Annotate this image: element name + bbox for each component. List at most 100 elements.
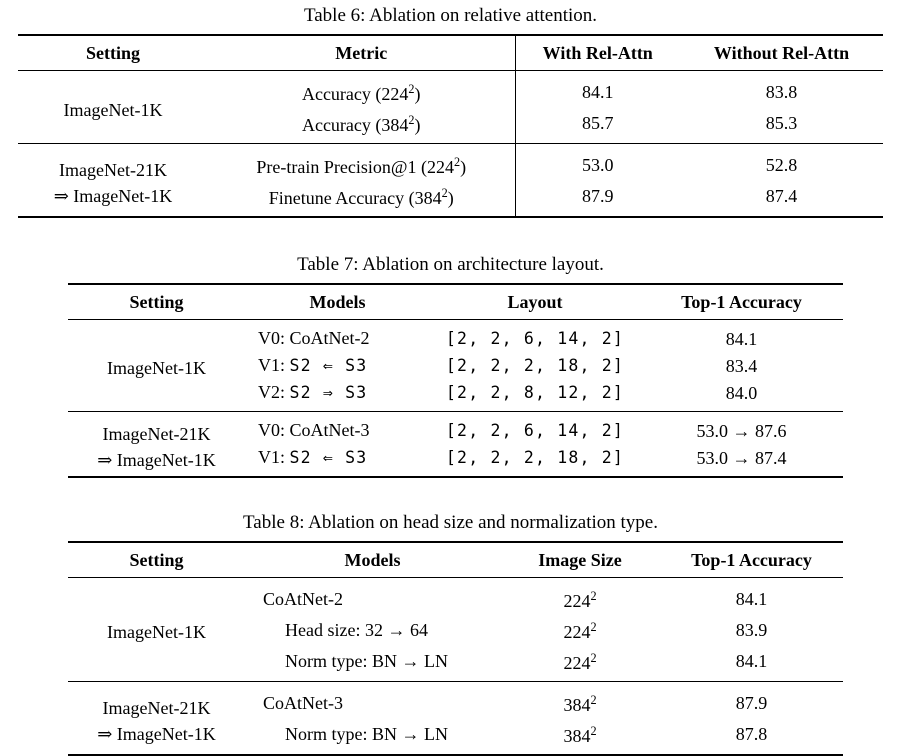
value-cell: 85.3 xyxy=(765,112,798,133)
setting-cell: ImageNet-21K ⇒ ImageNet-1K xyxy=(18,143,208,217)
t8-col-header-image-size: Image Size xyxy=(500,542,660,578)
t6-col-header-without-rel-attn: Without Rel-Attn xyxy=(680,35,883,71)
model-label-mono: S2 ⇐ S3 xyxy=(289,448,368,467)
model-label: V0: CoAtNet-3 xyxy=(258,420,370,440)
model-label: V1: xyxy=(258,447,290,467)
layout-cell: [2, 2, 8, 12, 2] xyxy=(445,382,625,402)
t7-col-header-setting: Setting xyxy=(68,284,245,320)
metric-text: Pre-train Precision@1 (224 xyxy=(256,157,454,177)
t8-group-imagenet-1k: ImageNet-1K CoAtNet-2 2242 84.1 Head siz… xyxy=(68,578,843,682)
model-label-mono: S2 ⇒ S3 xyxy=(289,383,368,402)
t6-col-header-setting: Setting xyxy=(18,35,208,71)
accuracy-cell: 53.0 → 87.4 xyxy=(696,447,787,468)
table-row: ImageNet-1K V0: CoAtNet-2 [2, 2, 6, 14, … xyxy=(68,320,843,378)
accuracy-cell: 84.0 xyxy=(725,382,758,403)
metric-text: ) xyxy=(460,157,467,177)
table-7: Setting Models Layout Top-1 Accuracy Ima… xyxy=(68,283,843,478)
setting-label: ImageNet-21K xyxy=(102,697,211,718)
t6-col-header-with-rel-attn: With Rel-Attn xyxy=(514,35,680,71)
superscript: 2 xyxy=(441,186,448,200)
metric-text: ) xyxy=(414,84,421,104)
t7-group-imagenet-21k: ImageNet-21K ⇒ ImageNet-1K V0: CoAtNet-3… xyxy=(68,411,843,477)
t6-col-header-metric: Metric xyxy=(208,35,515,71)
table-row: ImageNet-21K ⇒ ImageNet-1K Pre-train Pre… xyxy=(18,143,883,217)
table-6-block: Table 6: Ablation on relative attention.… xyxy=(0,5,901,218)
size-text: 224 xyxy=(563,653,591,673)
layout-cell: [2, 2, 6, 14, 2] xyxy=(445,328,625,348)
setting-label: ImageNet-21K xyxy=(102,423,211,444)
accuracy-cell: 53.0 → 87.6 xyxy=(640,411,843,444)
table-row: ImageNet-1K Accuracy (2242) 84.1 83.8 xyxy=(18,70,883,120)
superscript: 2 xyxy=(408,113,415,127)
t6-group-imagenet-21k: ImageNet-21K ⇒ ImageNet-1K Pre-train Pre… xyxy=(18,143,883,217)
model-cell: CoAtNet-3 xyxy=(245,681,500,718)
setting-cell: ImageNet-1K xyxy=(68,320,245,412)
table-6-caption: Table 6: Ablation on relative attention. xyxy=(303,5,598,26)
table-7-header-row: Setting Models Layout Top-1 Accuracy xyxy=(68,284,843,320)
image-size-cell: 2242 xyxy=(500,614,660,645)
superscript: 2 xyxy=(590,724,597,738)
model-cell: CoAtNet-2 xyxy=(263,588,343,609)
model-cell: V2: S2 ⇒ S3 xyxy=(245,379,430,412)
size-text: 384 xyxy=(563,695,591,715)
setting-label: ImageNet-1K xyxy=(107,622,206,642)
t8-col-header-top1-accuracy: Top-1 Accuracy xyxy=(660,542,843,578)
table-row: V2: S2 ⇒ S3 [2, 2, 8, 12, 2] 84.0 xyxy=(68,379,843,412)
model-label: V1: xyxy=(258,355,290,375)
metric-text: ) xyxy=(447,188,454,208)
model-cell: V0: CoAtNet-2 xyxy=(245,320,430,353)
t8-col-header-models: Models xyxy=(245,542,500,578)
setting-label: ⇒ ImageNet-1K xyxy=(97,723,216,744)
layout-cell: [2, 2, 2, 18, 2] xyxy=(445,447,625,467)
superscript: 2 xyxy=(408,82,415,96)
table-7-block: Table 7: Ablation on architecture layout… xyxy=(0,254,901,478)
table-8-header-row: Setting Models Image Size Top-1 Accuracy xyxy=(68,542,843,578)
table-row: ImageNet-21K ⇒ ImageNet-1K V0: CoAtNet-3… xyxy=(68,411,843,477)
model-cell: V1: S2 ⇐ S3 xyxy=(245,444,430,477)
setting-label: ImageNet-1K xyxy=(107,358,206,378)
value-cell: 87.9 xyxy=(514,180,680,217)
size-text: 224 xyxy=(563,591,591,611)
metric-cell: Pre-train Precision@1 (2242) xyxy=(208,143,515,180)
accuracy-cell: 83.4 xyxy=(725,355,758,376)
t6-group-imagenet-1k: ImageNet-1K Accuracy (2242) 84.1 83.8 Ac… xyxy=(18,70,883,144)
metric-cell: Accuracy (3842) xyxy=(208,107,515,144)
size-text: 224 xyxy=(563,622,591,642)
image-size-cell: 2242 xyxy=(500,578,660,615)
t7-col-header-models: Models xyxy=(245,284,430,320)
model-label-mono: S2 ⇐ S3 xyxy=(289,356,368,375)
value-cell: 83.8 xyxy=(765,81,798,102)
model-label: V0: CoAtNet-2 xyxy=(258,328,370,348)
superscript: 2 xyxy=(590,693,597,707)
table-row: Accuracy (3842) 85.7 85.3 xyxy=(18,107,883,144)
model-cell: V1: S2 ⇐ S3 xyxy=(245,352,430,379)
model-label: V2: xyxy=(258,382,290,402)
table-row: ImageNet-1K CoAtNet-2 2242 84.1 xyxy=(68,578,843,642)
setting-cell: ImageNet-1K xyxy=(68,578,245,682)
accuracy-cell: 87.9 xyxy=(660,681,843,718)
paper-page: { "page": { "background": "#ffffff", "te… xyxy=(0,5,901,756)
model-cell: Head size: 32 → 64 xyxy=(285,619,428,640)
image-size-cell: 2242 xyxy=(500,645,660,682)
metric-text: Accuracy (224 xyxy=(301,84,409,104)
model-cell: Norm type: BN → LN xyxy=(285,723,448,744)
layout-cell: [2, 2, 6, 14, 2] xyxy=(430,411,640,444)
table-8-block: Table 8: Ablation on head size and norma… xyxy=(0,512,901,756)
metric-text: ) xyxy=(414,115,421,135)
table-6-header-row: Setting Metric With Rel-Attn Without Rel… xyxy=(18,35,883,71)
setting-cell: ImageNet-21K ⇒ ImageNet-1K xyxy=(68,411,245,477)
model-cell: Norm type: BN → LN xyxy=(285,650,448,671)
superscript: 2 xyxy=(590,651,597,665)
metric-text: Finetune Accuracy (384 xyxy=(268,188,442,208)
table-row: Norm type: BN → LN 2242 84.1 xyxy=(68,645,843,682)
superscript: 2 xyxy=(590,589,597,603)
t7-col-header-top1-accuracy: Top-1 Accuracy xyxy=(640,284,843,320)
superscript: 2 xyxy=(590,620,597,634)
table-row: V1: S2 ⇐ S3 [2, 2, 2, 18, 2] 83.4 xyxy=(68,352,843,379)
setting-label: ImageNet-1K xyxy=(63,99,163,120)
table-6: Setting Metric With Rel-Attn Without Rel… xyxy=(18,34,883,218)
value-cell: 87.4 xyxy=(765,185,798,206)
setting-label: ⇒ ImageNet-1K xyxy=(97,449,216,470)
superscript: 2 xyxy=(453,155,461,169)
setting-label: ⇒ ImageNet-1K xyxy=(53,185,173,206)
